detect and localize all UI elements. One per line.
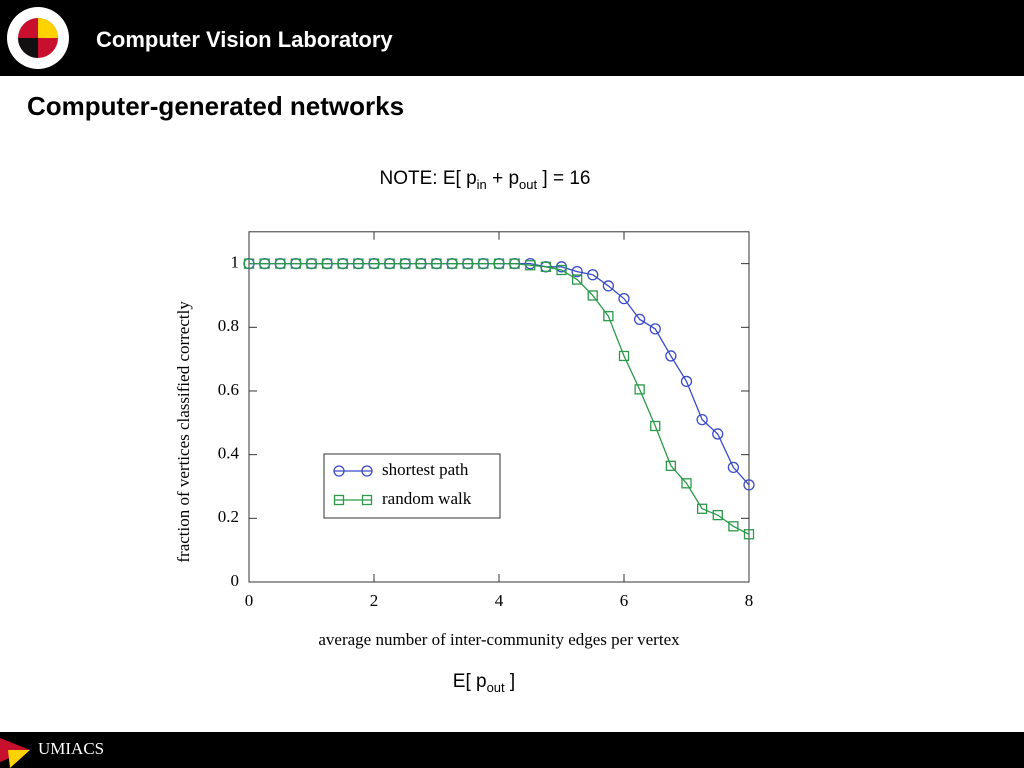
note-part: + p xyxy=(487,168,519,189)
data-point xyxy=(618,293,630,305)
data-point xyxy=(650,420,661,432)
data-point xyxy=(400,258,411,269)
y-tick-label: 0.6 xyxy=(218,380,239,399)
note-sub: in xyxy=(477,177,487,192)
legend-label: shortest path xyxy=(382,460,469,479)
data-point xyxy=(712,428,724,440)
data-point xyxy=(649,323,661,335)
data-point xyxy=(571,274,583,285)
data-point xyxy=(493,258,505,269)
header-title: Computer Vision Laboratory xyxy=(96,27,393,52)
x-tick-label: 6 xyxy=(620,591,629,610)
data-point xyxy=(681,478,692,489)
footer-logo xyxy=(0,738,30,768)
series-line xyxy=(249,262,750,535)
data-point xyxy=(431,258,442,269)
data-point xyxy=(556,264,567,276)
data-point xyxy=(727,461,740,474)
legend-label: random walk xyxy=(382,489,472,508)
footer-bar xyxy=(0,732,1024,768)
data-point xyxy=(415,258,427,269)
data-point xyxy=(587,269,599,281)
data-point xyxy=(680,375,693,388)
note-part: ] = 16 xyxy=(537,168,590,189)
legend-marker xyxy=(361,465,373,477)
data-point xyxy=(712,509,723,521)
x-tick-label: 8 xyxy=(745,591,754,610)
y-tick-label: 0 xyxy=(231,571,240,590)
note-part: NOTE: E[ p xyxy=(380,168,477,189)
legend-marker xyxy=(333,494,345,506)
data-point xyxy=(337,258,348,269)
data-point xyxy=(602,280,615,292)
plot-frame xyxy=(248,231,750,583)
data-point xyxy=(540,261,552,272)
slide-title: Computer-generated networks xyxy=(27,91,404,121)
note: NOTE: E[ pin + pout ] = 16 xyxy=(380,168,591,192)
data-point xyxy=(353,258,364,269)
data-point xyxy=(743,479,755,491)
x-tick-label: 4 xyxy=(495,591,504,610)
data-point xyxy=(259,258,270,269)
data-point xyxy=(618,350,630,362)
data-point xyxy=(633,313,646,326)
data-point xyxy=(290,258,302,269)
data-point xyxy=(384,258,395,269)
data-point xyxy=(587,290,598,301)
note-sub: out xyxy=(519,177,537,192)
caption-part: ] xyxy=(505,671,516,692)
data-point xyxy=(306,258,317,269)
data-point xyxy=(321,258,333,269)
data-point xyxy=(728,521,739,532)
y-tick-label: 0.2 xyxy=(218,507,239,526)
caption: E[ pout ] xyxy=(453,671,515,695)
data-point xyxy=(696,503,708,514)
data-point xyxy=(462,258,473,269)
logo xyxy=(7,7,69,69)
chart: 0 2 4 6 8 0 0.2 0.4 0.6 0.8 1 average number of int… xyxy=(174,231,755,649)
data-point xyxy=(696,413,708,426)
legend-box xyxy=(323,453,501,519)
x-tick-label: 2 xyxy=(370,591,379,610)
y-tick-label: 0.8 xyxy=(218,316,239,335)
legend-marker xyxy=(333,465,345,477)
x-axis-label: average number of inter-community edges … xyxy=(318,630,680,649)
x-tick-label: 0 xyxy=(245,591,254,610)
y-axis-label: fraction of vertices classified correctl… xyxy=(174,301,193,563)
data-point xyxy=(743,529,755,540)
data-point xyxy=(275,258,286,269)
data-point xyxy=(603,311,614,322)
data-point xyxy=(665,460,677,471)
data-point xyxy=(665,350,677,362)
data-point xyxy=(478,258,489,269)
data-point xyxy=(571,265,583,278)
data-point xyxy=(368,258,380,269)
y-tick-label: 1 xyxy=(231,253,240,272)
data-point xyxy=(525,260,536,271)
header-bar xyxy=(0,0,1024,76)
data-point xyxy=(634,384,645,395)
legend-marker xyxy=(361,494,373,506)
y-tick-label: 0.4 xyxy=(218,444,240,463)
data-point xyxy=(509,258,520,269)
caption-part: E[ p xyxy=(453,671,487,692)
caption-sub: out xyxy=(487,680,505,695)
series-line xyxy=(249,262,750,486)
footer-label: UMIACS xyxy=(38,739,104,758)
data-point xyxy=(243,258,255,269)
data-point xyxy=(446,258,458,269)
